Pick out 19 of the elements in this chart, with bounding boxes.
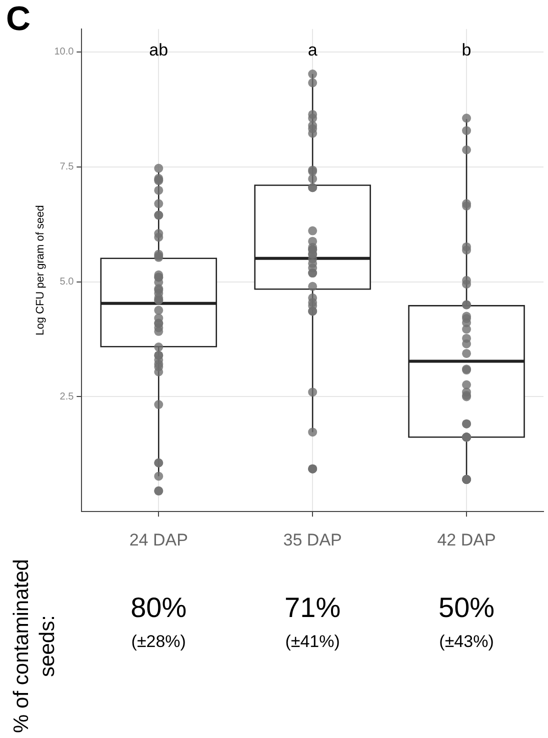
x-tick-label: 42 DAP — [437, 530, 496, 550]
annotation: ab — [149, 40, 168, 60]
x-tick-label: 24 DAP — [129, 530, 188, 550]
text: % of contaminated seeds: — [9, 558, 60, 735]
text: (±43%) — [439, 632, 494, 652]
text: 80% — [130, 592, 187, 624]
text: (±41%) — [285, 632, 340, 652]
text: 50% — [438, 592, 495, 624]
text: 71% — [284, 592, 341, 624]
text: (±28%) — [131, 632, 186, 652]
annotation: b — [462, 40, 472, 60]
y-tick-label: 7.5 — [60, 162, 74, 173]
y-tick-label: 10.0 — [54, 46, 74, 58]
x-tick-label: 35 DAP — [283, 530, 342, 550]
y-axis-title: Log CFU per gram of seed — [34, 205, 47, 336]
chart-title: C — [6, 0, 31, 39]
y-tick-label: 2.5 — [60, 391, 74, 402]
y-tick-label: 5.0 — [60, 276, 74, 288]
annotation: a — [308, 40, 318, 60]
